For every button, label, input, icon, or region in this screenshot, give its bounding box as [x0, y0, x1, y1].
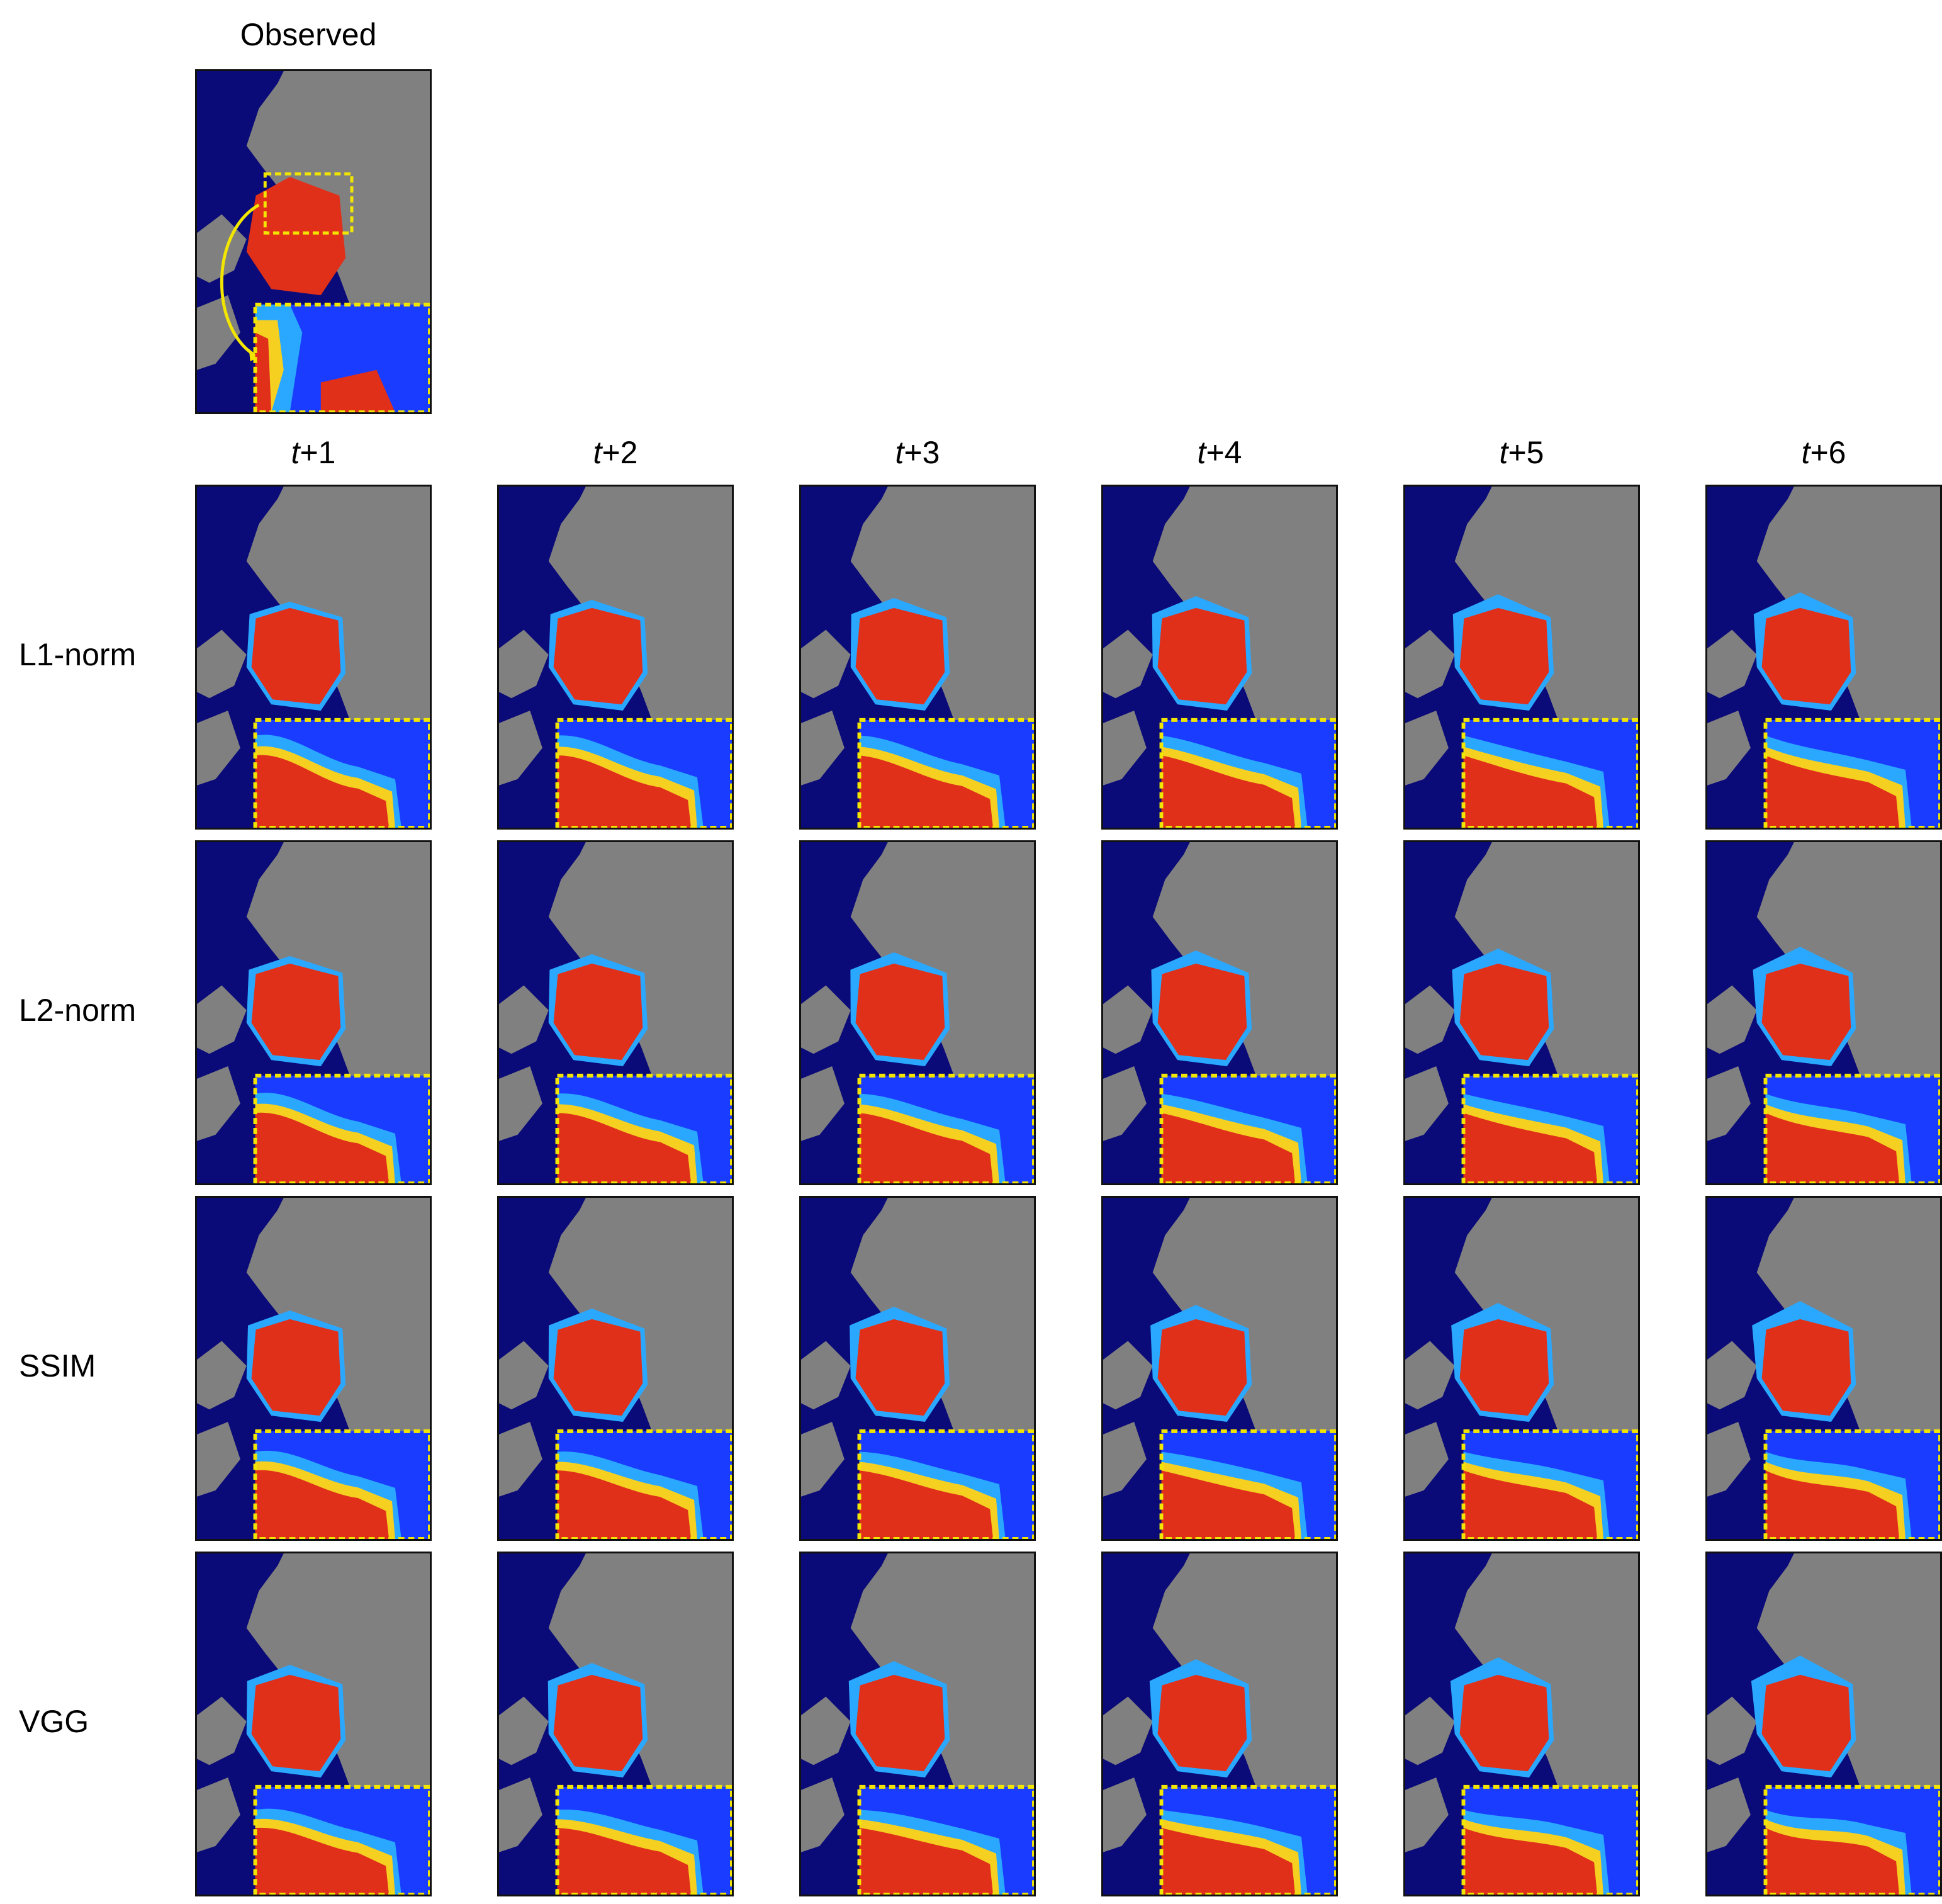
column-header-suffix: +6 — [1810, 435, 1846, 470]
forecast-panel — [195, 1552, 432, 1896]
forecast-map — [1707, 1553, 1940, 1895]
forecast-map — [1103, 1198, 1336, 1539]
column-header-suffix: +4 — [1206, 435, 1242, 470]
column-header: t+1 — [195, 437, 432, 468]
forecast-map — [1405, 1198, 1638, 1539]
forecast-panel — [1705, 840, 1942, 1185]
forecast-map — [801, 1198, 1034, 1539]
forecast-panel — [195, 840, 432, 1185]
forecast-map — [499, 1198, 732, 1539]
forecast-panel — [1403, 485, 1640, 830]
row-label: L2-norm — [19, 993, 137, 1028]
forecast-map — [801, 1553, 1034, 1895]
column-header-prefix: t — [1801, 435, 1810, 470]
forecast-map — [1707, 1198, 1940, 1539]
forecast-panel — [1403, 840, 1640, 1185]
forecast-map — [499, 1553, 732, 1895]
column-header-suffix: +2 — [602, 435, 638, 470]
forecast-panel — [1101, 485, 1338, 830]
forecast-panel — [497, 840, 734, 1185]
column-header: t+3 — [799, 437, 1036, 468]
forecast-panel — [799, 1196, 1036, 1541]
column-header: t+6 — [1705, 437, 1942, 468]
forecast-panel — [497, 485, 734, 830]
forecast-map — [197, 1198, 430, 1539]
forecast-panel — [1705, 1552, 1942, 1896]
column-header-suffix: +5 — [1508, 435, 1544, 470]
forecast-map — [197, 487, 430, 828]
forecast-panel — [1101, 1196, 1338, 1541]
forecast-panel — [1403, 1552, 1640, 1896]
forecast-panel — [1101, 840, 1338, 1185]
forecast-panel — [1705, 485, 1942, 830]
forecast-panel — [195, 485, 432, 830]
forecast-panel — [799, 485, 1036, 830]
forecast-panel — [1403, 1196, 1640, 1541]
column-header: t+2 — [497, 437, 734, 468]
forecast-map — [1405, 842, 1638, 1183]
forecast-map — [197, 842, 430, 1183]
column-header-prefix: t — [1197, 435, 1206, 470]
forecast-map — [1405, 487, 1638, 828]
forecast-map — [1405, 1553, 1638, 1895]
forecast-panel — [799, 1552, 1036, 1896]
forecast-map — [1707, 487, 1940, 828]
forecast-map — [1707, 842, 1940, 1183]
forecast-map — [1103, 1553, 1336, 1895]
column-header: t+5 — [1403, 437, 1640, 468]
forecast-map — [1103, 842, 1336, 1183]
column-header-prefix: t — [895, 435, 904, 470]
row-label: L1-norm — [19, 637, 137, 672]
column-header-prefix: t — [291, 435, 300, 470]
forecast-panel — [497, 1552, 734, 1896]
forecast-map — [801, 487, 1034, 828]
row-label: SSIM — [19, 1348, 96, 1383]
column-header-suffix: +1 — [300, 435, 336, 470]
column-header-suffix: +3 — [904, 435, 940, 470]
forecast-panel — [497, 1196, 734, 1541]
column-header-prefix: t — [593, 435, 602, 470]
forecast-map — [197, 1553, 430, 1895]
forecast-panel — [1101, 1552, 1338, 1896]
observed-map — [197, 71, 430, 412]
column-header: t+4 — [1101, 437, 1338, 468]
forecast-map — [1103, 487, 1336, 828]
row-label: VGG — [19, 1704, 89, 1739]
observed-panel — [195, 69, 432, 414]
forecast-panel — [195, 1196, 432, 1541]
forecast-panel — [799, 840, 1036, 1185]
forecast-map — [499, 487, 732, 828]
forecast-map — [801, 842, 1034, 1183]
forecast-panel — [1705, 1196, 1942, 1541]
forecast-map — [499, 842, 732, 1183]
column-header-prefix: t — [1499, 435, 1508, 470]
observed-title: Observed — [240, 17, 377, 52]
